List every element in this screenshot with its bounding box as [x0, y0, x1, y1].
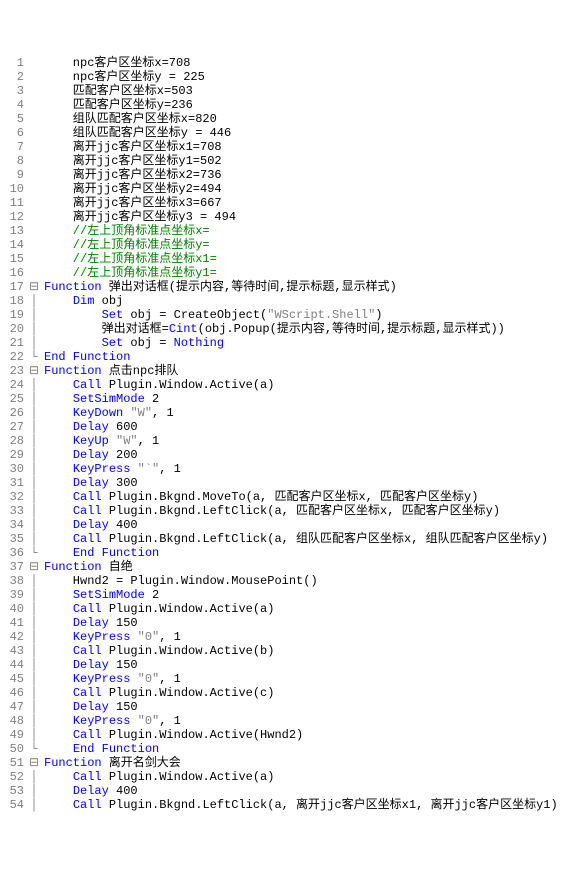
code-editor: 1 2 3 4 5 6 7 8 9 10 11 12 13 14 15 16 1… — [0, 56, 572, 812]
fold-column[interactable]: ⊟ │ │ │ │ └ ⊟ │ │ │ │ │ │ │ │ │ │ │ │ └ … — [28, 56, 40, 812]
line-number-gutter: 1 2 3 4 5 6 7 8 9 10 11 12 13 14 15 16 1… — [0, 56, 28, 812]
code-area[interactable]: npc客户区坐标x=708 npc客户区坐标y = 225 匹配客户区坐标x=5… — [40, 56, 558, 812]
